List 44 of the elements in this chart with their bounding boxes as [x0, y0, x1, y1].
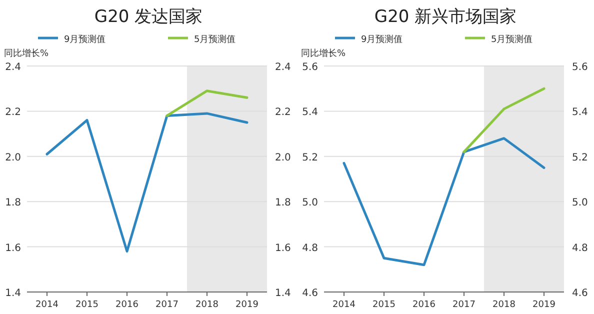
- xtick: 2018: [196, 300, 218, 310]
- y2tick: 4.8: [572, 242, 588, 254]
- xtick: 2018: [492, 300, 516, 310]
- xtick: 2017: [452, 300, 476, 310]
- ytick: 5.4: [302, 107, 318, 118]
- ytick: 1.4: [5, 288, 21, 299]
- ytick: 5.6: [302, 62, 318, 73]
- y2tick: 5.4: [572, 107, 588, 118]
- y2tick: 5.0: [572, 198, 588, 209]
- legend-label: 5月预测值: [194, 34, 236, 45]
- xtick: 2014: [36, 300, 58, 310]
- xtick: 2014: [332, 300, 356, 310]
- y2tick: 2.2: [275, 107, 291, 118]
- ytick: 4.8: [302, 242, 318, 254]
- y2tick: 1.6: [275, 242, 291, 254]
- ytick: 4.6: [302, 288, 318, 299]
- xtick: 2015: [76, 300, 98, 310]
- ytick: 5.0: [302, 198, 318, 209]
- ytick: 2.4: [5, 62, 21, 73]
- ylabel: 同比增长%: [4, 49, 49, 59]
- ytick: 2.0: [5, 152, 21, 164]
- y2tick: 5.2: [572, 152, 588, 164]
- y2tick: 2.0: [275, 152, 291, 164]
- legend-label: 5月预测值: [491, 34, 533, 45]
- xtick: 2019: [236, 300, 258, 310]
- ytick: 5.2: [302, 152, 318, 164]
- xtick: 2016: [116, 300, 138, 310]
- legend-label: 9月预测值: [64, 34, 106, 45]
- y2tick: 1.4: [275, 288, 291, 299]
- ytick: 2.2: [5, 107, 21, 118]
- ytick: 1.8: [5, 198, 21, 209]
- y2tick: 5.6: [572, 62, 588, 73]
- y2tick: 2.4: [275, 62, 291, 73]
- legend-label: 9月预测值: [361, 34, 403, 45]
- title: G20 新兴市场国家: [374, 7, 517, 27]
- xtick: 2015: [372, 300, 396, 310]
- ylabel: 同比增长%: [301, 49, 346, 59]
- title: G20 发达国家: [94, 7, 203, 27]
- xtick: 2016: [412, 300, 436, 310]
- y2tick: 4.6: [572, 288, 588, 299]
- xtick: 2017: [156, 300, 178, 310]
- y2tick: 1.8: [275, 198, 291, 209]
- xtick: 2019: [532, 300, 556, 310]
- ytick: 1.6: [5, 242, 21, 254]
